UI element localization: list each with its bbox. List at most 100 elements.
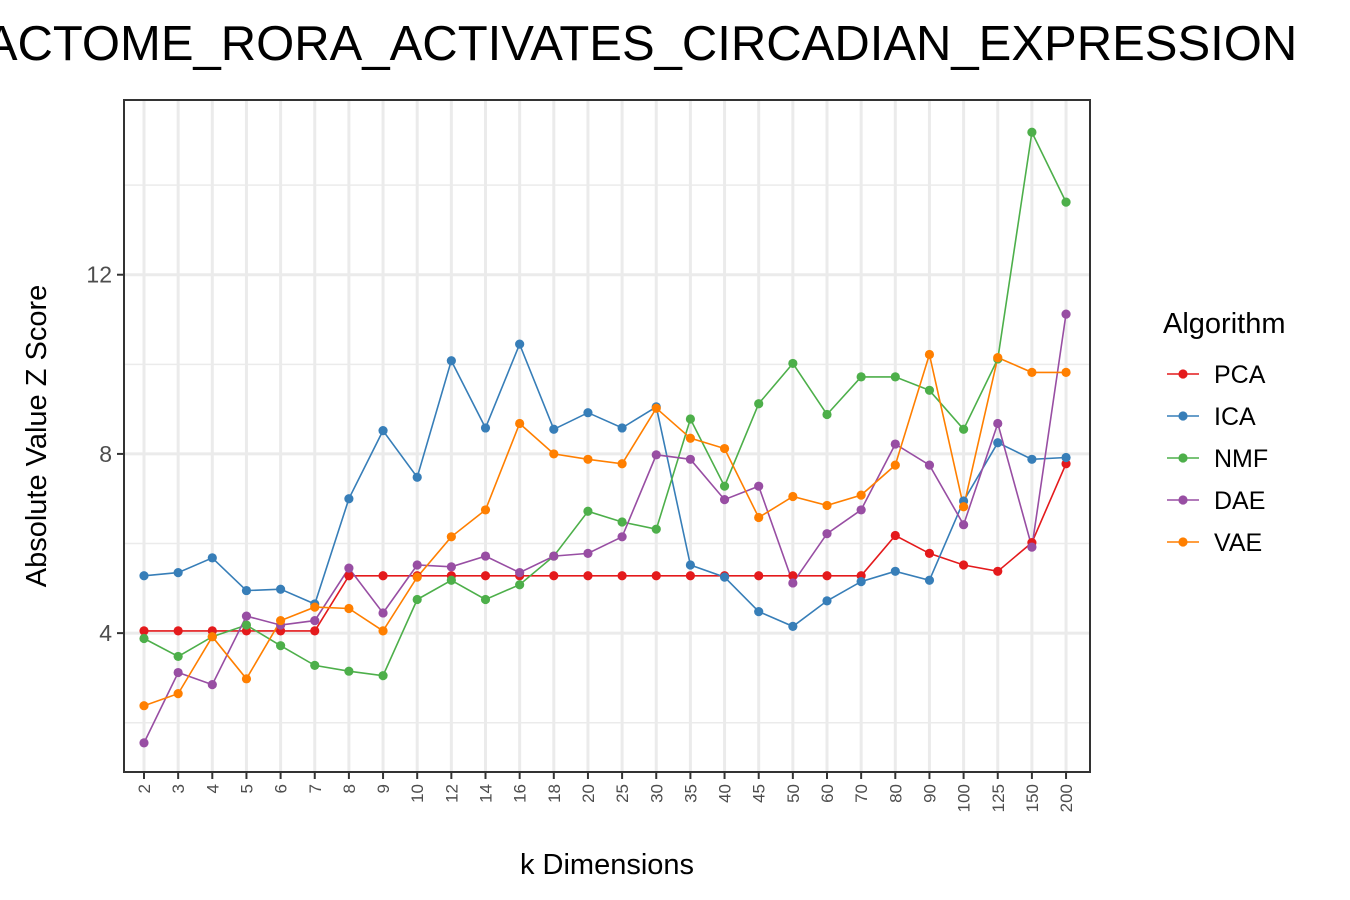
data-point-dae [241, 611, 252, 621]
data-point-ica [754, 607, 764, 617]
data-point-nmf [1027, 127, 1037, 137]
data-point-vae [685, 433, 696, 443]
x-tick-label: 70 [852, 784, 871, 803]
data-point-dae [549, 551, 559, 561]
data-point-pca [583, 571, 593, 581]
series-points [139, 127, 1071, 748]
data-point-ica [173, 568, 183, 578]
data-point-ica [241, 585, 252, 596]
data-point-pca [378, 571, 388, 581]
x-tick-label: 20 [579, 784, 598, 803]
data-point-dae [480, 551, 491, 561]
x-tick-label: 18 [545, 784, 564, 803]
data-point-vae [344, 603, 354, 614]
x-tick-label: 12 [442, 784, 461, 803]
series-line-dae [143, 313, 1067, 744]
x-tick-label: 30 [647, 784, 666, 803]
y-tick-label: 8 [99, 441, 112, 467]
data-point-nmf [515, 580, 525, 590]
data-point-pca [651, 571, 661, 581]
data-point-nmf [480, 594, 491, 605]
x-tick-label: 35 [681, 784, 700, 803]
data-point-ica [617, 423, 627, 433]
data-point-ica [1027, 454, 1037, 464]
data-point-ica [549, 424, 559, 434]
data-point-nmf [890, 372, 900, 382]
legend-label-nmf: NMF [1214, 445, 1268, 473]
data-point-nmf [583, 506, 593, 516]
x-tick-label: 50 [784, 784, 803, 803]
data-point-pca [993, 566, 1003, 576]
data-point-ica [685, 560, 696, 570]
legend-label-dae: DAE [1214, 487, 1265, 515]
y-tick-label: 12 [86, 262, 112, 288]
legend: Algorithm PCA ICA NMF DAE VAE [1163, 308, 1286, 557]
data-point-ica [276, 584, 286, 594]
data-point-vae [139, 701, 149, 711]
data-point-pca [959, 560, 969, 570]
data-point-ica [924, 575, 935, 585]
data-point-dae [993, 418, 1003, 429]
data-point-pca [310, 626, 320, 636]
data-point-nmf [173, 651, 183, 662]
data-point-dae [412, 560, 422, 570]
data-point-vae [549, 449, 559, 459]
data-point-vae [959, 502, 969, 512]
data-point-nmf [310, 660, 320, 670]
data-point-nmf [1061, 197, 1071, 207]
legend-label-pca: PCA [1214, 361, 1266, 389]
data-point-dae [1027, 542, 1037, 552]
x-tick-label: 14 [477, 784, 496, 803]
x-tick-label: 60 [818, 784, 837, 803]
plot-grid [124, 100, 1090, 772]
data-point-ica [480, 423, 491, 433]
data-point-nmf [856, 372, 866, 382]
data-point-dae [617, 532, 627, 542]
data-point-ica [890, 566, 900, 576]
data-point-ica [207, 553, 217, 563]
data-point-dae [515, 568, 525, 578]
data-point-nmf [924, 385, 935, 395]
legend-label-vae: VAE [1214, 529, 1262, 557]
data-point-vae [310, 602, 320, 612]
x-tick-label: 25 [613, 784, 632, 803]
data-point-vae [412, 572, 422, 582]
data-point-vae [788, 491, 798, 502]
series-line-ica [143, 342, 1067, 628]
data-point-vae [173, 689, 183, 699]
data-point-ica [856, 577, 866, 587]
legend-key-point-dae [1178, 495, 1188, 505]
data-point-vae [993, 353, 1003, 363]
data-point-vae [1061, 367, 1071, 377]
data-point-ica [993, 438, 1003, 448]
data-point-dae [719, 495, 730, 505]
data-point-vae [378, 626, 388, 636]
y-tick-labels: 4 8 12 [86, 262, 112, 646]
data-point-vae [207, 632, 217, 642]
x-axis-title: k Dimensions [520, 849, 694, 881]
data-point-dae [583, 548, 593, 558]
data-point-dae [890, 439, 900, 449]
data-point-pca [788, 571, 798, 581]
data-point-nmf [685, 414, 696, 424]
data-point-pca [890, 530, 900, 541]
data-point-vae [719, 443, 730, 454]
data-point-dae [207, 680, 217, 690]
data-point-vae [515, 418, 525, 429]
data-point-nmf [719, 481, 730, 491]
data-point-pca [924, 548, 935, 558]
data-point-ica [139, 571, 149, 581]
data-point-dae [822, 529, 832, 539]
data-point-vae [651, 403, 661, 413]
data-point-ica [344, 494, 354, 504]
data-point-dae [173, 667, 183, 678]
x-tick-label: 4 [203, 784, 222, 793]
data-point-nmf [822, 409, 832, 420]
x-tick-label: 40 [716, 784, 735, 803]
data-point-ica [515, 339, 525, 349]
data-point-vae [1027, 367, 1037, 377]
data-point-ica [719, 572, 730, 582]
data-point-ica [822, 596, 832, 606]
x-tick-label: 125 [989, 784, 1008, 812]
data-point-nmf [276, 641, 286, 651]
